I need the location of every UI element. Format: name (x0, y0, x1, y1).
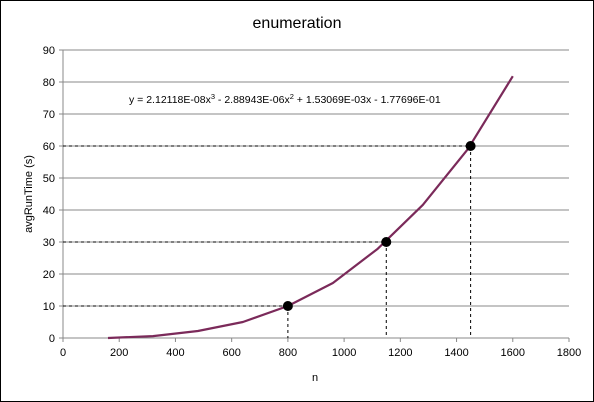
x-axis-label: n (312, 372, 318, 384)
y-tick-label: 90 (43, 45, 55, 57)
highlight-points (282, 141, 476, 311)
x-tick-label: 1400 (444, 347, 468, 359)
x-tick-label: 600 (222, 347, 240, 359)
y-tick-label: 0 (49, 333, 55, 345)
y-tick-label: 40 (43, 205, 55, 217)
x-tick-label: 800 (279, 347, 297, 359)
equation-part: + 1.53069E-03x - 1.77696E-01 (294, 94, 441, 106)
y-tick-label: 20 (43, 269, 55, 281)
highlight-point (282, 301, 293, 311)
y-tick-label: 70 (43, 109, 55, 121)
x-tick-label: 1600 (501, 347, 525, 359)
y-tick-label: 60 (43, 141, 55, 153)
x-tick-label: 0 (60, 347, 66, 359)
y-tick-label: 80 (43, 77, 55, 89)
x-tick-labels: 0 200 400 600 800 1000 1200 1400 1600 1800 (60, 347, 581, 359)
y-tick-label: 10 (43, 301, 55, 313)
x-tick-label: 1800 (557, 347, 581, 359)
trendline-equation: y = 2.12118E-08x3 - 2.88943E-06x2 + 1.53… (129, 92, 441, 106)
y-tick-labels: 0 10 20 30 40 50 60 70 80 90 (43, 45, 55, 345)
x-tick-label: 1200 (388, 347, 412, 359)
chart-title: enumeration (253, 15, 342, 32)
equation-exponent: 3 (211, 92, 215, 101)
x-tick-label: 200 (110, 347, 128, 359)
equation-exponent: 2 (290, 92, 294, 101)
equation-part: y = 2.12118E-08x (129, 94, 212, 106)
series-line (107, 75, 514, 340)
series (107, 75, 514, 340)
x-tick-label: 1000 (332, 347, 356, 359)
axes (59, 49, 570, 342)
highlight-point (465, 141, 476, 151)
guide-lines (63, 145, 472, 338)
grid (63, 49, 569, 307)
highlight-point (381, 237, 392, 247)
x-tick-label: 400 (166, 347, 184, 359)
equation-part: - 2.88943E-06x (215, 94, 290, 106)
y-tick-label: 30 (43, 237, 55, 249)
y-axis-label: avgRunTime (s) (23, 155, 35, 233)
y-tick-label: 50 (43, 173, 55, 185)
